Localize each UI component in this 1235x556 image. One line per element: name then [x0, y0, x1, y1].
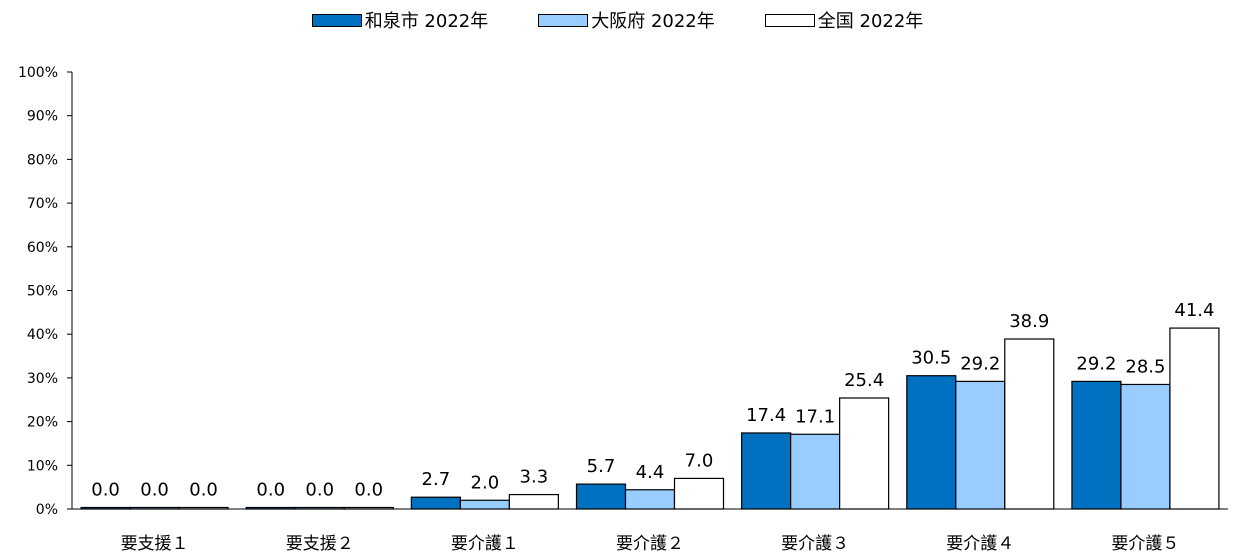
x-category-label: 要介護１ [451, 534, 519, 554]
data-label: 0.0 [256, 480, 285, 501]
x-category-label: 要支援２ [286, 534, 354, 554]
y-tick-label: 70% [27, 196, 58, 212]
bar [741, 432, 792, 510]
data-label: 38.9 [1009, 311, 1049, 332]
bar [1169, 327, 1220, 510]
legend-item-osaka: 大阪府 2022年 [538, 7, 715, 33]
data-label: 29.2 [960, 353, 1000, 374]
data-label: 30.5 [911, 348, 951, 369]
data-label: 3.3 [520, 467, 549, 488]
data-label: 17.4 [746, 405, 786, 426]
data-label: 0.0 [189, 480, 218, 501]
data-label: 41.4 [1174, 300, 1214, 321]
chart-axes: 0% 10% 20% 30% 40% 50% 60% 70% 80% 90% 100% 要支援１ 要支援… [18, 65, 1228, 554]
bar [294, 506, 345, 510]
legend-swatch-national [764, 13, 815, 27]
x-category-label: 要介護２ [616, 534, 684, 554]
legend-item-izumi: 和泉市 2022年 [311, 7, 489, 33]
bar [1071, 380, 1122, 510]
y-tick-label: 50% [27, 284, 58, 300]
bar [790, 433, 841, 510]
legend-swatch-osaka [538, 13, 589, 27]
y-tick-label: 60% [27, 240, 58, 256]
bar [245, 506, 296, 510]
bar [343, 506, 394, 510]
legend-label-national: 全国 2022年 [817, 11, 924, 32]
y-tick-label: 10% [27, 458, 58, 474]
y-tick-label: 20% [27, 415, 58, 431]
chart-legend: 和泉市 2022年 大阪府 2022年 全国 2022年 [0, 8, 1235, 32]
bar [459, 499, 510, 510]
bar [508, 493, 559, 510]
data-label: 0.0 [140, 480, 169, 501]
legend-label-izumi: 和泉市 2022年 [364, 11, 489, 32]
bar [624, 489, 676, 510]
y-tick-label: 30% [27, 371, 58, 387]
data-label: 7.0 [685, 450, 714, 471]
data-label: 2.0 [471, 472, 500, 493]
bar [178, 506, 229, 510]
x-category-label: 要介護４ [946, 534, 1014, 554]
bar [839, 397, 890, 510]
y-tick-label: 40% [27, 327, 58, 343]
y-tick-label: 0% [36, 502, 58, 518]
legend-swatch-izumi [311, 13, 362, 27]
data-label: 4.4 [636, 462, 665, 483]
data-label: 29.2 [1076, 353, 1116, 374]
data-label: 17.1 [795, 406, 835, 427]
bar [1120, 383, 1171, 510]
bar [575, 483, 627, 510]
y-tick-label: 100% [18, 65, 58, 81]
bar [955, 380, 1006, 510]
legend-item-national: 全国 2022年 [764, 7, 924, 33]
y-tick-label: 90% [27, 109, 58, 125]
data-label: 0.0 [91, 480, 120, 501]
data-label: 5.7 [587, 456, 616, 477]
data-label: 0.0 [354, 480, 383, 501]
bar [410, 496, 461, 510]
data-label: 0.0 [305, 480, 334, 501]
x-category-label: 要支援１ [121, 534, 189, 554]
data-label: 2.7 [422, 469, 451, 490]
data-label: 25.4 [844, 370, 884, 391]
chart-data-labels: 0.0 0.0 2.7 5.7 17.4 30.5 29.2 0.0 0.0 2.0 4.4 17.1… [91, 300, 1214, 500]
chart-bars [80, 327, 1220, 510]
data-label: 28.5 [1125, 356, 1165, 377]
bar [129, 506, 180, 510]
bar [673, 477, 725, 510]
bar [1004, 338, 1055, 510]
bar [906, 375, 957, 510]
y-tick-label: 80% [27, 152, 58, 168]
legend-label-osaka: 大阪府 2022年 [591, 11, 715, 32]
x-category-label: 要介護５ [1111, 534, 1179, 554]
bar [80, 506, 131, 510]
x-category-label: 要介護３ [781, 534, 849, 554]
